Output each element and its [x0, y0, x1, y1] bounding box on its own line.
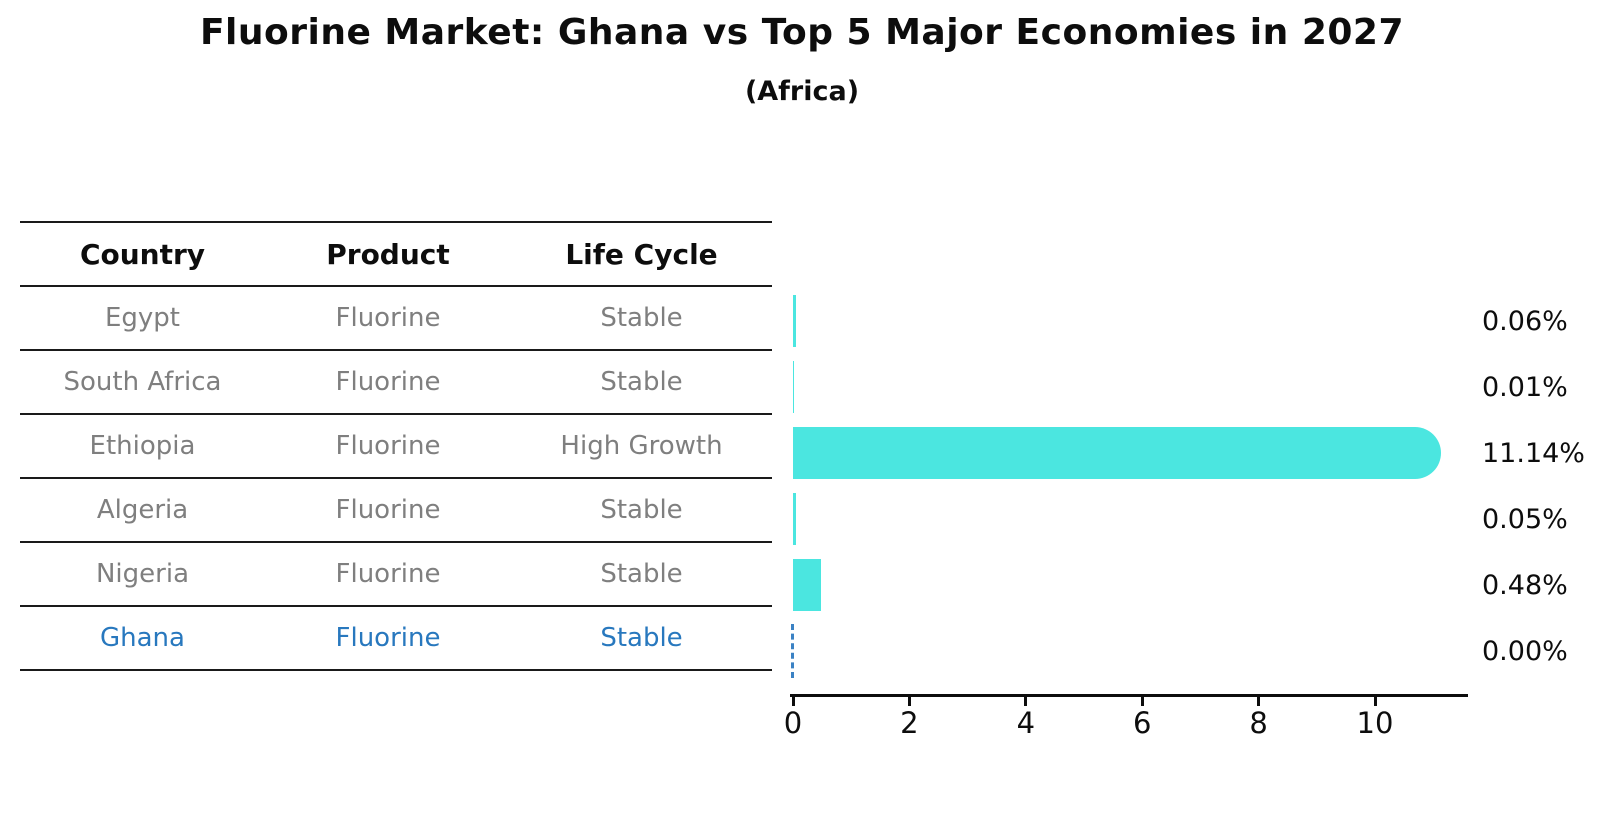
x-tick-label-8: 8	[1249, 706, 1268, 740]
table-row-ethiopia: Ethiopia Fluorine High Growth	[20, 415, 772, 479]
table-body: Egypt Fluorine Stable South Africa Fluorine S…	[20, 287, 772, 671]
x-tick-label-10: 10	[1356, 706, 1394, 740]
table-cell-life-cycle: Stable	[600, 559, 683, 589]
chart-title: Fluorine Market: Ghana vs Top 5 Major Ec…	[199, 12, 1405, 53]
table-cell-life-cycle: Stable	[600, 623, 683, 653]
bar-row-nigeria	[793, 553, 1473, 617]
table-row-algeria: Algeria Fluorine Stable	[20, 479, 772, 543]
table-cell-life-cycle: Stable	[600, 367, 683, 397]
bar-plot-area	[791, 289, 1473, 685]
x-tick-label-2: 2	[900, 706, 919, 740]
value-label-ethiopia: 11.14%	[1482, 437, 1585, 469]
bar-row-ghana	[791, 619, 1473, 683]
value-label-nigeria: 0.48%	[1482, 569, 1568, 601]
x-tick-6	[1140, 697, 1144, 706]
table-cell-product: Fluorine	[335, 495, 441, 525]
table-cell-life-cycle: Stable	[600, 495, 683, 525]
x-tick-label-0: 0	[783, 706, 803, 740]
table-header-product: Product	[326, 237, 450, 271]
table-cell-country: South Africa	[63, 367, 222, 397]
value-label-south-africa: 0.01%	[1482, 371, 1568, 403]
table-cell-country: Algeria	[96, 495, 189, 525]
table-cell-product: Fluorine	[335, 559, 441, 589]
x-tick-0	[791, 697, 795, 706]
value-label-egypt: 0.06%	[1482, 305, 1568, 337]
table-header-country: Country	[79, 237, 206, 271]
table-cell-product: Fluorine	[335, 623, 441, 653]
table-cell-country: Ethiopia	[89, 431, 196, 461]
table-cell-product: Fluorine	[335, 367, 441, 397]
table-row-south-africa: South Africa Fluorine Stable	[20, 351, 772, 415]
bar-algeria	[793, 493, 796, 545]
table-header-row: Country Product Life Cycle	[20, 223, 772, 287]
table-cell-country: Nigeria	[95, 559, 190, 589]
bar-row-egypt	[793, 289, 1473, 353]
table-cell-product: Fluorine	[335, 303, 441, 333]
bar-south-africa	[793, 361, 794, 413]
bar-row-ethiopia	[793, 421, 1473, 485]
x-tick-label-4: 4	[1016, 706, 1036, 740]
x-tick-4	[1024, 697, 1028, 706]
table-row-nigeria: Nigeria Fluorine Stable	[20, 543, 772, 607]
bar-ethiopia	[793, 427, 1442, 479]
bar-egypt	[793, 295, 797, 347]
table-cell-country: Ghana	[100, 623, 185, 653]
x-tick-10	[1373, 697, 1377, 706]
table-row-ghana: Ghana Fluorine Stable	[20, 607, 772, 671]
bar-nigeria	[793, 559, 821, 611]
x-tick-label-6: 6	[1132, 706, 1152, 740]
table-header-life-cycle: Life Cycle	[565, 237, 718, 271]
table-cell-product: Fluorine	[335, 431, 441, 461]
table-row-egypt: Egypt Fluorine Stable	[20, 287, 772, 351]
country-info-table: Country Product Life Cycle Egypt Fluorine…	[20, 221, 772, 671]
table-cell-country: Egypt	[104, 303, 181, 333]
zero-value-dashed-marker	[791, 624, 794, 678]
value-label-algeria: 0.05%	[1482, 503, 1568, 535]
x-axis-line	[790, 694, 1468, 697]
value-label-ghana: 0.00%	[1482, 635, 1568, 667]
x-tick-8	[1257, 697, 1261, 706]
table-cell-life-cycle: Stable	[600, 303, 683, 333]
bar-row-south-africa	[793, 355, 1473, 419]
table-cell-life-cycle: High Growth	[560, 431, 723, 461]
x-tick-2	[907, 697, 911, 706]
bar-row-algeria	[793, 487, 1473, 551]
chart-subtitle: (Africa)	[744, 76, 860, 107]
